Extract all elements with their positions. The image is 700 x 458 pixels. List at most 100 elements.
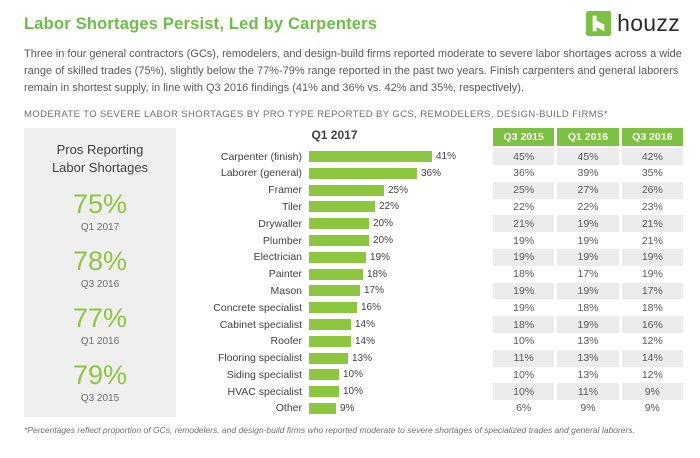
stat-value: 78% [72, 246, 128, 277]
table-cell: 23% [641, 200, 663, 213]
bar-track: 41% [309, 151, 482, 163]
bar-chart: Q1 2017 Carpenter (finish) 41% Laborer (ge… [187, 128, 482, 417]
bar-value: 13% [352, 352, 373, 364]
bar-value: 25% [388, 184, 409, 196]
bar [309, 167, 417, 179]
bar-row: Cabinet specialist 14% [187, 316, 482, 333]
table-cell: 39% [577, 167, 599, 180]
stat-period: Q3 2016 [80, 279, 120, 291]
bar-label: Roofer [270, 335, 302, 348]
bar [309, 201, 375, 213]
bar-track: 10% [309, 386, 482, 398]
bar-row: Plumber 20% [187, 232, 482, 249]
table-header-q3-2016: Q3 2016 [621, 128, 683, 147]
bar-row: Painter 18% [187, 266, 482, 283]
summary-stat: 77% Q1 2016 [32, 303, 168, 347]
table-cell: 10% [493, 383, 555, 401]
table-row: 25% 27% 26% [493, 181, 683, 199]
table-cell: 19% [493, 248, 555, 266]
bar-label: Electrician [253, 251, 302, 264]
bar-label: Siding specialist [226, 368, 302, 381]
history-table: Q3 2015 Q1 2016 Q3 2016 45% 45% 42% 36% 39% 35%… [493, 128, 683, 417]
table-cell: 35% [641, 167, 663, 180]
stat-period: Q3 2015 [80, 393, 120, 405]
footnote: *Percentages reflect proportion of GCs, … [24, 425, 635, 436]
bar [309, 235, 369, 247]
table-cell: 11% [493, 349, 555, 367]
table-cell: 13% [557, 349, 619, 367]
bar [309, 319, 351, 330]
chart-area: Pros Reporting Labor Shortages 75% Q1 201… [24, 128, 684, 418]
bar-value: 14% [355, 319, 376, 330]
table-cell: 6% [516, 402, 532, 415]
table-cell: 17% [577, 268, 599, 281]
bar-label: Flooring specialist [217, 352, 302, 365]
table-cell: 10% [513, 335, 535, 348]
bar-value: 20% [373, 235, 394, 247]
bar-label: HVAC specialist [227, 385, 303, 398]
bar-track: 20% [309, 235, 482, 247]
bar-track: 16% [309, 302, 482, 314]
table-cell: 21% [621, 215, 683, 233]
table-cell: 19% [513, 301, 535, 314]
bar [309, 285, 360, 297]
bar-value: 36% [421, 167, 442, 179]
bar-value: 10% [343, 386, 364, 398]
stat-period: Q1 2016 [80, 336, 120, 348]
table-row: 22% 22% 23% [493, 199, 683, 216]
bar-row: Electrician 19% [187, 249, 482, 266]
bar [309, 184, 384, 196]
table-row: 19% 19% 19% [493, 248, 683, 266]
summary-panel-title: Pros Reporting Labor Shortages [51, 142, 149, 175]
bar-label: Drywaller [258, 217, 302, 230]
bar-chart-title: Q1 2017 [311, 128, 358, 143]
bar-label: Concrete specialist [213, 301, 302, 314]
bar-label: Painter [268, 268, 302, 281]
summary-stat: 78% Q3 2016 [32, 246, 168, 290]
bar-row: Tiler 22% [187, 199, 482, 216]
table-cell: 18% [577, 301, 599, 314]
table-row: 19% 19% 21% [493, 232, 683, 249]
header: Labor Shortages Persist, Led by Carpente… [24, 10, 684, 37]
table-cell: 21% [641, 234, 663, 247]
table-cell: 10% [513, 368, 535, 381]
table-cell: 16% [621, 316, 683, 333]
table-row: 10% 13% 12% [493, 367, 683, 384]
bar-track: 14% [309, 335, 482, 347]
table-cell: 18% [641, 301, 663, 314]
bar-row: Siding specialist 10% [187, 367, 482, 384]
table-cell: 19% [557, 316, 619, 333]
table-row: 19% 19% 17% [493, 282, 683, 300]
table-cell: 19% [513, 234, 535, 247]
bar [309, 386, 339, 398]
table-cell: 45% [557, 148, 619, 165]
table-header-q3-2015: Q3 2015 [493, 128, 555, 147]
bar [309, 402, 336, 414]
bar-row: Drywaller 20% [187, 215, 482, 232]
bar-label: Other [275, 402, 302, 415]
bar-track: 19% [309, 251, 482, 263]
bar-track: 10% [309, 369, 482, 381]
bar-row: Other 9% [187, 400, 482, 417]
table-cell: 36% [513, 167, 535, 180]
table-cell: 26% [621, 181, 683, 199]
table-cell: 21% [493, 215, 555, 233]
bar-value: 20% [373, 218, 394, 230]
table-cell: 9% [580, 402, 596, 415]
bar-label: Tiler [281, 200, 302, 213]
table-cell: 19% [557, 215, 619, 233]
table-cell: 18% [493, 316, 555, 333]
table-cell: 11% [557, 383, 619, 401]
intro-paragraph: Three in four general contractors (GCs),… [24, 48, 682, 95]
houzz-logo-text: houzz [617, 10, 680, 36]
summary-stats: 75% Q1 2017 78% Q3 2016 77% Q1 2016 79% Q3 2015 [32, 189, 168, 404]
table-row: 11% 13% 14% [493, 349, 683, 367]
bar [309, 218, 369, 230]
table-row: 18% 19% 16% [493, 316, 683, 333]
table-cell: 19% [641, 268, 663, 281]
bar [309, 251, 366, 263]
bar-value: 22% [379, 201, 400, 213]
table-row: 6% 9% 9% [493, 400, 683, 417]
bar [309, 369, 339, 381]
bar-row: Flooring specialist 13% [187, 350, 482, 367]
